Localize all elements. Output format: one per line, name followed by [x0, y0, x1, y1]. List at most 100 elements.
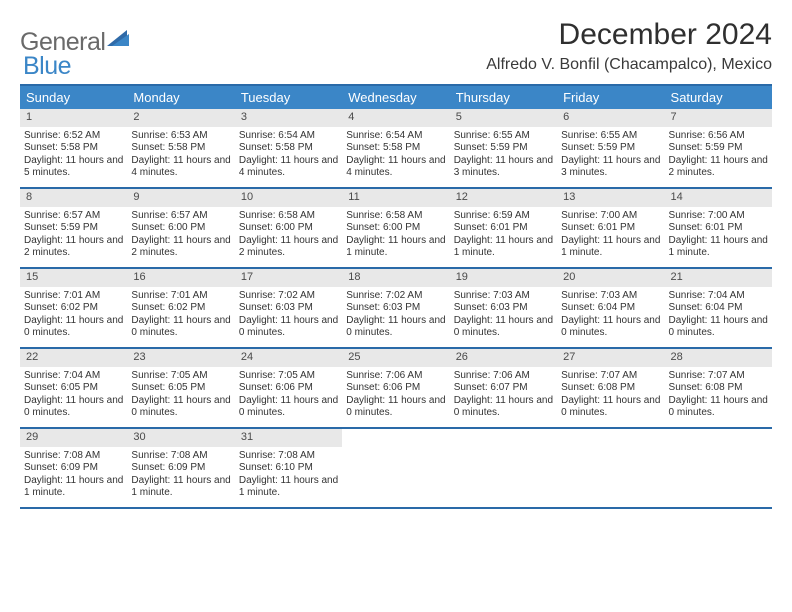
daylight-text: Daylight: 11 hours and 0 minutes.	[669, 315, 768, 340]
sunset-text: Sunset: 6:08 PM	[561, 382, 660, 395]
sunrise-text: Sunrise: 7:03 AM	[454, 290, 553, 303]
date-number: 8	[20, 189, 127, 207]
day-cell: 25Sunrise: 7:06 AMSunset: 6:06 PMDayligh…	[342, 349, 449, 427]
date-number: 28	[665, 349, 772, 367]
sunrise-text: Sunrise: 7:07 AM	[561, 370, 660, 383]
date-number: 25	[342, 349, 449, 367]
date-number: 7	[665, 109, 772, 127]
date-number: 24	[235, 349, 342, 367]
dow-wednesday: Wednesday	[342, 86, 449, 109]
date-number: 20	[557, 269, 664, 287]
daylight-text: Daylight: 11 hours and 2 minutes.	[131, 235, 230, 260]
daylight-text: Daylight: 11 hours and 1 minute.	[669, 235, 768, 260]
date-number: 27	[557, 349, 664, 367]
sunrise-text: Sunrise: 7:04 AM	[24, 370, 123, 383]
daylight-text: Daylight: 11 hours and 1 minute.	[454, 235, 553, 260]
daylight-text: Daylight: 11 hours and 2 minutes.	[239, 235, 338, 260]
date-number: 9	[127, 189, 234, 207]
sunset-text: Sunset: 5:58 PM	[346, 142, 445, 155]
daylight-text: Daylight: 11 hours and 4 minutes.	[239, 155, 338, 180]
location-subtitle: Alfredo V. Bonfil (Chacampalco), Mexico	[486, 56, 772, 74]
sunset-text: Sunset: 5:59 PM	[669, 142, 768, 155]
dow-saturday: Saturday	[665, 86, 772, 109]
day-cell: 11Sunrise: 6:58 AMSunset: 6:00 PMDayligh…	[342, 189, 449, 267]
day-cell: 9 Sunrise: 6:57 AMSunset: 6:00 PMDaylight…	[127, 189, 234, 267]
date-number: 15	[20, 269, 127, 287]
sunset-text: Sunset: 5:59 PM	[454, 142, 553, 155]
week-row: 22Sunrise: 7:04 AMSunset: 6:05 PMDayligh…	[20, 349, 772, 429]
date-number: 31	[235, 429, 342, 447]
sunset-text: Sunset: 6:03 PM	[346, 302, 445, 315]
week-row: 8Sunrise: 6:57 AMSunset: 5:59 PMDaylight…	[20, 189, 772, 269]
sunrise-text: Sunrise: 7:07 AM	[669, 370, 768, 383]
date-number: 5	[450, 109, 557, 127]
daylight-text: Daylight: 11 hours and 0 minutes.	[454, 315, 553, 340]
logo-text-blue: Blue	[23, 52, 71, 80]
sunset-text: Sunset: 6:05 PM	[131, 382, 230, 395]
daylight-text: Daylight: 11 hours and 3 minutes.	[454, 155, 553, 180]
date-number: 30	[127, 429, 234, 447]
day-cell: 4Sunrise: 6:54 AMSunset: 5:58 PMDaylight…	[342, 109, 449, 187]
sunrise-text: Sunrise: 6:59 AM	[454, 210, 553, 223]
day-cell: 7Sunrise: 6:56 AMSunset: 5:59 PMDaylight…	[665, 109, 772, 187]
day-cell: 13Sunrise: 7:00 AMSunset: 6:01 PMDayligh…	[557, 189, 664, 267]
daylight-text: Daylight: 11 hours and 1 minute.	[561, 235, 660, 260]
sunset-text: Sunset: 6:05 PM	[24, 382, 123, 395]
dow-thursday: Thursday	[450, 86, 557, 109]
day-cell: 3Sunrise: 6:54 AMSunset: 5:58 PMDaylight…	[235, 109, 342, 187]
sunset-text: Sunset: 6:00 PM	[131, 222, 230, 235]
day-cell: 30Sunrise: 7:08 AMSunset: 6:09 PMDayligh…	[127, 429, 234, 507]
day-cell: 26Sunrise: 7:06 AMSunset: 6:07 PMDayligh…	[450, 349, 557, 427]
sunrise-text: Sunrise: 7:00 AM	[561, 210, 660, 223]
day-cell: 18Sunrise: 7:02 AMSunset: 6:03 PMDayligh…	[342, 269, 449, 347]
sunrise-text: Sunrise: 6:57 AM	[24, 210, 123, 223]
date-number: 18	[342, 269, 449, 287]
sunrise-text: Sunrise: 7:00 AM	[669, 210, 768, 223]
sunrise-text: Sunrise: 6:53 AM	[131, 130, 230, 143]
sunset-text: Sunset: 5:58 PM	[239, 142, 338, 155]
week-row: 1Sunrise: 6:52 AMSunset: 5:58 PMDaylight…	[20, 109, 772, 189]
sunset-text: Sunset: 6:02 PM	[131, 302, 230, 315]
sunrise-text: Sunrise: 6:56 AM	[669, 130, 768, 143]
day-cell: 22Sunrise: 7:04 AMSunset: 6:05 PMDayligh…	[20, 349, 127, 427]
sunrise-text: Sunrise: 7:08 AM	[239, 450, 338, 463]
day-cell: 15Sunrise: 7:01 AMSunset: 6:02 PMDayligh…	[20, 269, 127, 347]
daylight-text: Daylight: 11 hours and 0 minutes.	[24, 315, 123, 340]
sunset-text: Sunset: 6:06 PM	[346, 382, 445, 395]
weeks-container: 1Sunrise: 6:52 AMSunset: 5:58 PMDaylight…	[20, 109, 772, 509]
date-number: 26	[450, 349, 557, 367]
day-cell: 2Sunrise: 6:53 AMSunset: 5:58 PMDaylight…	[127, 109, 234, 187]
daylight-text: Daylight: 11 hours and 0 minutes.	[131, 395, 230, 420]
date-number: 10	[235, 189, 342, 207]
sunrise-text: Sunrise: 7:01 AM	[24, 290, 123, 303]
date-number: 11	[342, 189, 449, 207]
date-number: 13	[557, 189, 664, 207]
daylight-text: Daylight: 11 hours and 2 minutes.	[24, 235, 123, 260]
calendar: SundayMondayTuesdayWednesdayThursdayFrid…	[20, 84, 772, 509]
sunrise-text: Sunrise: 7:08 AM	[24, 450, 123, 463]
day-cell: 29Sunrise: 7:08 AMSunset: 6:09 PMDayligh…	[20, 429, 127, 507]
sunrise-text: Sunrise: 7:04 AM	[669, 290, 768, 303]
sunrise-text: Sunrise: 7:05 AM	[131, 370, 230, 383]
sunset-text: Sunset: 5:58 PM	[24, 142, 123, 155]
header: General December 2024 Alfredo V. Bonfil …	[20, 18, 772, 74]
sunset-text: Sunset: 6:07 PM	[454, 382, 553, 395]
sunrise-text: Sunrise: 7:03 AM	[561, 290, 660, 303]
daylight-text: Daylight: 11 hours and 1 minute.	[24, 475, 123, 500]
sunrise-text: Sunrise: 6:57 AM	[131, 210, 230, 223]
day-cell: 31Sunrise: 7:08 AMSunset: 6:10 PMDayligh…	[235, 429, 342, 507]
week-row: 15Sunrise: 7:01 AMSunset: 6:02 PMDayligh…	[20, 269, 772, 349]
date-number: 2	[127, 109, 234, 127]
daylight-text: Daylight: 11 hours and 1 minute.	[346, 235, 445, 260]
date-number: 6	[557, 109, 664, 127]
sunrise-text: Sunrise: 7:08 AM	[131, 450, 230, 463]
sunrise-text: Sunrise: 6:54 AM	[239, 130, 338, 143]
sunset-text: Sunset: 6:00 PM	[239, 222, 338, 235]
sunrise-text: Sunrise: 6:54 AM	[346, 130, 445, 143]
sunrise-text: Sunrise: 6:58 AM	[239, 210, 338, 223]
date-number: 29	[20, 429, 127, 447]
day-cell-empty	[665, 429, 772, 507]
sunset-text: Sunset: 6:03 PM	[454, 302, 553, 315]
sunset-text: Sunset: 5:59 PM	[24, 222, 123, 235]
sunrise-text: Sunrise: 7:01 AM	[131, 290, 230, 303]
